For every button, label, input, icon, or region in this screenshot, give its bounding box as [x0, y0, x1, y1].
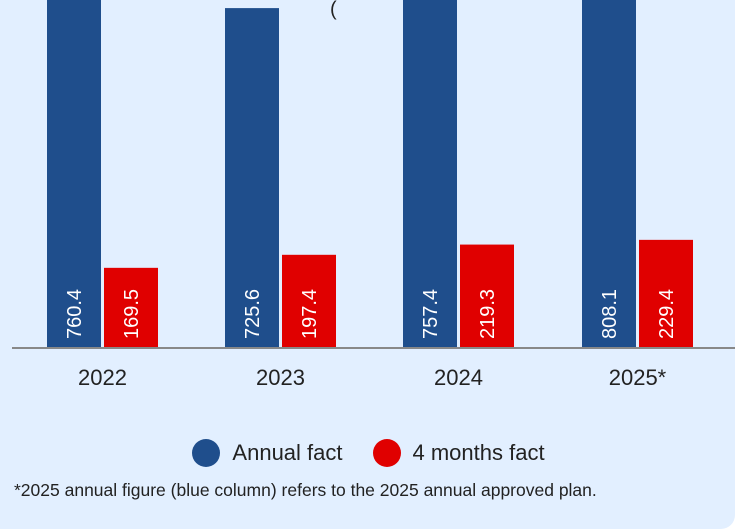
legend-annual-label: Annual fact — [232, 440, 343, 465]
bar-annual-2022 — [47, 0, 101, 347]
legend-4-months-label: 4 months fact — [412, 440, 545, 465]
bar-4-months-2024 — [460, 244, 514, 347]
legend-item-annual: Annual fact — [192, 439, 343, 467]
footnote: *2025 annual figure (blue column) refers… — [14, 480, 597, 500]
x-tick-2022: 2022 — [78, 365, 127, 390]
bar-chart: ( ) 760.4169.5725.6197.4757.4219.3808.12… — [12, 0, 735, 390]
bar-4-months-2022 — [104, 267, 158, 347]
legend-annual-swatch — [192, 439, 221, 467]
legend-4-months-swatch — [372, 439, 401, 467]
label-4-months-2025: 229.4 — [656, 289, 678, 339]
label-4-months-2022: 169.5 — [121, 289, 143, 339]
label-annual-2025: 808.1 — [599, 289, 621, 339]
bar-4-months-2025 — [639, 239, 693, 347]
label-annual-2024: 757.4 — [420, 289, 442, 339]
legend-item-4-months: 4 months fact — [372, 439, 545, 467]
legend: Annual fact 4 months fact — [0, 438, 735, 468]
x-tick-2023: 2023 — [256, 365, 305, 390]
bar-4-months-2023 — [282, 254, 336, 347]
bar-annual-2025 — [582, 0, 636, 348]
bar-annual-2024 — [403, 0, 457, 348]
label-annual-2023: 725.6 — [242, 289, 264, 339]
chart-title-open: ( — [330, 0, 337, 21]
bar-annual-2023 — [225, 8, 279, 348]
label-annual-2022: 760.4 — [64, 289, 86, 339]
x-tick-2024: 2024 — [434, 365, 483, 390]
label-4-months-2024: 219.3 — [477, 289, 499, 339]
label-4-months-2023: 197.4 — [299, 289, 321, 339]
x-tick-2025: 2025* — [609, 365, 667, 390]
